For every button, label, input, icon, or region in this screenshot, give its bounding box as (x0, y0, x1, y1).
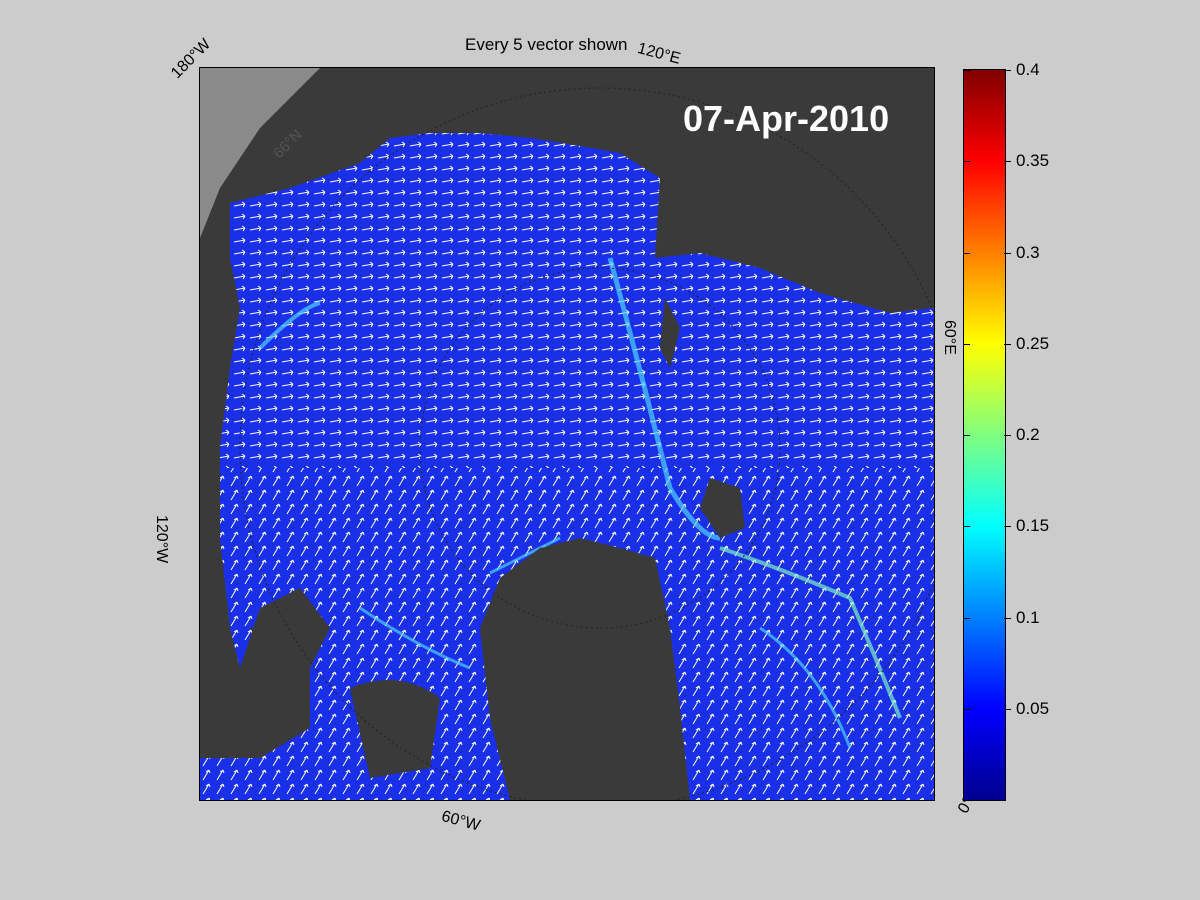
colorbar (963, 69, 1006, 801)
colorbar-tick-mark (1004, 343, 1011, 345)
colorbar-tick-mark-left (964, 617, 970, 619)
colorbar-tick-mark (1004, 70, 1011, 71)
colorbar-tick-mark (1004, 161, 1011, 163)
colorbar-tick-mark (1004, 617, 1011, 619)
colorbar-tick-mark (1004, 435, 1011, 436)
ice-drift-map (199, 67, 935, 801)
colorbar-tick-mark-left (964, 70, 970, 71)
colorbar-tick-label: 0.15 (1016, 516, 1050, 536)
colorbar-tick-mark-left (964, 161, 970, 163)
label-lon-60w: 60°W (439, 808, 482, 835)
label-lon-120e: 120°E (635, 40, 683, 68)
graticule (239, 87, 934, 800)
label-lon-120w: 120°W (153, 515, 170, 564)
colorbar-tick-mark-left (964, 435, 970, 436)
colorbar-tick-label: 0.2 (1016, 425, 1040, 444)
outside-domain-area (200, 68, 320, 238)
colorbar-tick-label: 0.05 (1016, 698, 1050, 718)
colorbar-tick-mark (1004, 708, 1011, 710)
colorbar-tick-label: 0.25 (1016, 333, 1050, 353)
colorbar-tick-mark-left (964, 526, 970, 528)
colorbar-tick-mark (1004, 252, 1011, 254)
colorbar-tick-label: 0.35 (1016, 151, 1050, 171)
colorbar-tick-label: 0.3 (1016, 242, 1040, 262)
date-stamp: 07-Apr-2010 (683, 98, 890, 139)
colorbar-gradient (964, 70, 1005, 800)
colorbar-tick-mark-left (964, 708, 970, 710)
colorbar-tick-label: 0.1 (1016, 607, 1040, 627)
colorbar-tick-mark-left (964, 252, 970, 254)
colorbar-tick-mark (1004, 526, 1011, 528)
label-lon-60e: 60°E (941, 320, 958, 355)
colorbar-tick-label: 0.4 (1016, 60, 1040, 79)
colorbar-tick-mark-left (964, 343, 970, 345)
plot-title: Every 5 vector shown (465, 35, 628, 54)
map-canvas (200, 68, 934, 800)
land-masses (250, 298, 745, 778)
